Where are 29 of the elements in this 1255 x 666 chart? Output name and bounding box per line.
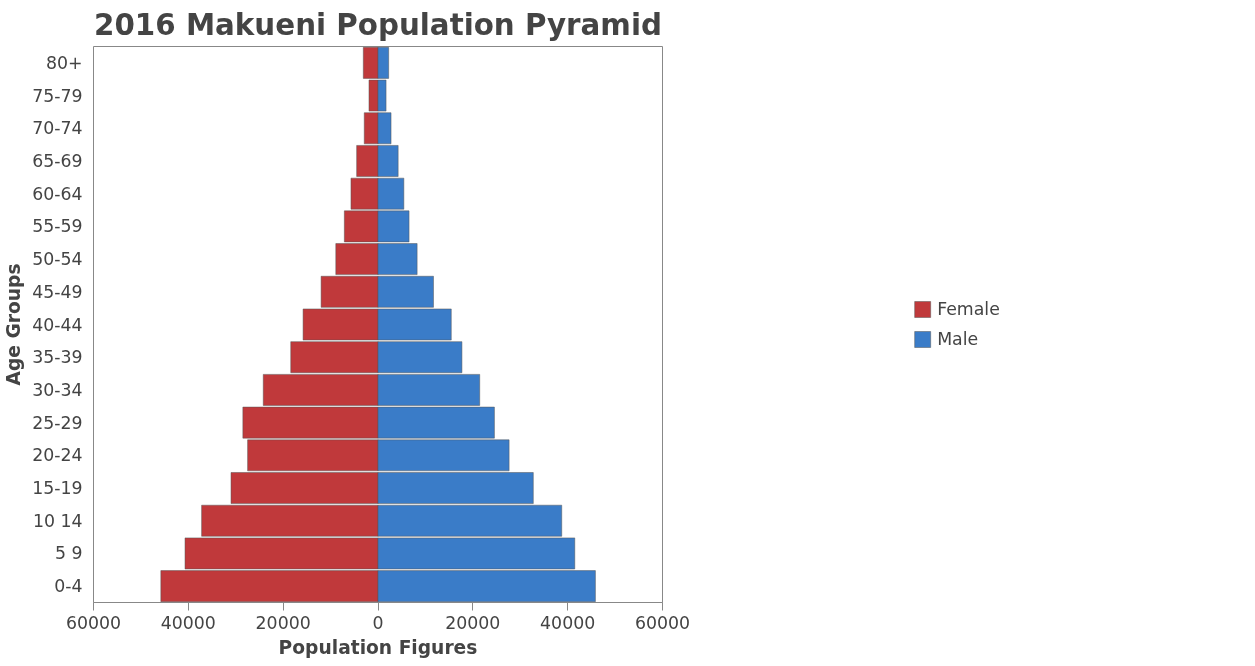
y-tick-label: 0-4 bbox=[54, 576, 83, 597]
x-tick-label: 20000 bbox=[255, 612, 311, 633]
x-axis-title: Population Figures bbox=[278, 636, 478, 658]
y-tick-label: 75-79 bbox=[32, 85, 83, 106]
y-tick-label: 45-49 bbox=[32, 281, 83, 302]
y-tick-label: 40-44 bbox=[32, 314, 83, 335]
y-tick-label: 15-19 bbox=[32, 478, 83, 499]
x-tick-label: 60000 bbox=[634, 612, 691, 633]
y-tick-label: 20-24 bbox=[32, 445, 83, 466]
y-tick-label: 25-29 bbox=[32, 412, 83, 433]
x-tick-label: 40000 bbox=[540, 612, 596, 633]
y-tick-label: 50-54 bbox=[32, 249, 83, 270]
y-tick-label: 55-59 bbox=[32, 216, 83, 237]
chart-title: 2016 Makueni Population Pyramid bbox=[94, 7, 662, 42]
x-tick-label: 40000 bbox=[160, 612, 216, 633]
y-tick-label: 35-39 bbox=[32, 347, 83, 368]
y-tick-label: 65-69 bbox=[32, 150, 83, 171]
y-tick-label: 30-34 bbox=[32, 379, 83, 400]
x-tick-label: 20000 bbox=[445, 612, 501, 633]
legend-label: Female bbox=[937, 299, 1000, 319]
x-tick-label: 60000 bbox=[65, 612, 122, 633]
y-tick-label: 80+ bbox=[45, 52, 83, 73]
y-tick-label: 5 9 bbox=[54, 543, 83, 564]
y-axis-title: Age Groups bbox=[3, 263, 25, 386]
y-tick-label: 60-64 bbox=[32, 183, 83, 204]
y-tick-label: 10 14 bbox=[32, 510, 83, 531]
x-tick-label: 0 bbox=[372, 612, 384, 633]
y-tick-label: 70-74 bbox=[32, 118, 83, 139]
legend-label: Male bbox=[937, 329, 979, 349]
